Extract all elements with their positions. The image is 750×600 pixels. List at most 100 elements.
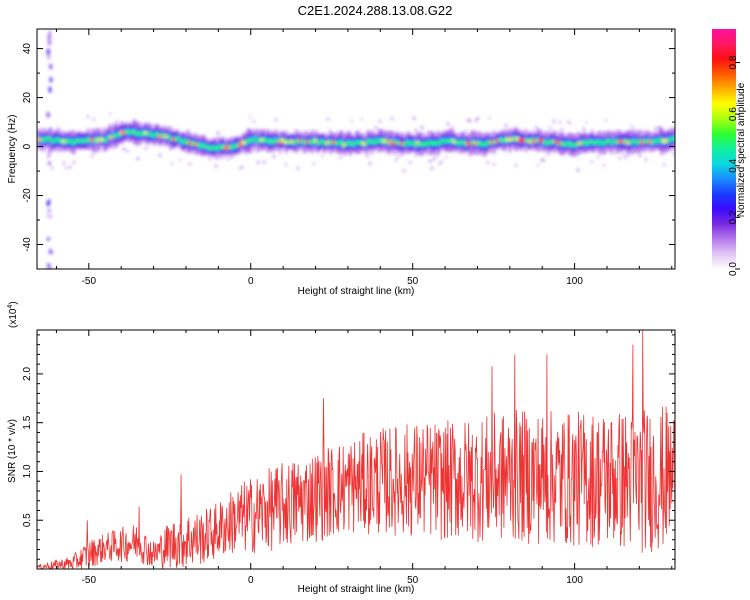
spectrogram-speckle: [47, 237, 50, 241]
snr-multiplier-base: (x10: [8, 308, 19, 328]
spectrogram-speckle: [321, 155, 323, 158]
spectrogram-speckle: [67, 149, 69, 152]
spectrogram-speckle: [46, 214, 50, 218]
spectrogram-speckle: [629, 130, 631, 133]
spectrogram-speckle: [48, 132, 51, 137]
spectrogram-cell: [209, 147, 212, 150]
spectrogram-cell: [427, 141, 430, 145]
spectrogram-cell: [269, 140, 272, 143]
spectrogram-cell: [503, 139, 506, 142]
spectrogram-cell: [567, 142, 570, 145]
spectrogram-speckle: [275, 118, 277, 121]
colorbar-tick-label: 0.6: [728, 107, 739, 121]
spectrogram-cell: [113, 133, 116, 137]
spectrogram-x-label: Height of straight line (km): [298, 286, 415, 297]
spectrogram-cell: [85, 139, 88, 143]
spectrogram-cell: [59, 139, 62, 143]
spectrogram-cell: [431, 141, 434, 145]
spectrogram-cell: [271, 140, 274, 144]
spectrogram-speckle: [127, 150, 129, 153]
spectrogram-cell: [55, 138, 58, 141]
spectrogram-cell: [323, 141, 326, 145]
spectrogram-cell: [437, 141, 440, 145]
spectrogram-cell: [357, 141, 360, 144]
spectrogram-speckle: [403, 169, 405, 172]
spectrogram-speckle: [435, 154, 437, 157]
spectrogram-speckle: [47, 199, 51, 203]
colorbar-gradient: [712, 29, 736, 269]
spectrogram-cell: [129, 131, 132, 134]
spectrogram-cell: [365, 142, 368, 146]
spectrogram-cell: [605, 141, 608, 144]
spectrogram-y-axis: 40 20 0 -20 -40: [22, 43, 675, 270]
spectrogram-cell: [115, 134, 118, 138]
spectrogram-cell: [633, 139, 636, 142]
spectrogram-heatmap: [37, 30, 675, 269]
spectrogram-speckle: [415, 129, 417, 132]
spectrogram-cell: [151, 134, 154, 137]
spectrogram-cell: [631, 141, 634, 145]
spectrogram-cell: [41, 138, 44, 142]
spectrogram-speckle: [591, 160, 593, 163]
spectrogram-speckle: [49, 128, 52, 131]
spectrogram-cell: [499, 138, 502, 141]
spectrogram-cell: [379, 139, 382, 142]
x-tick-label: 50: [407, 575, 419, 586]
spectrogram-cell: [373, 140, 376, 143]
spectrogram-speckle: [95, 127, 97, 130]
spectrogram-cell: [589, 140, 592, 143]
spectrogram-speckle: [605, 119, 607, 122]
spectrogram-cell: [423, 143, 426, 146]
spectrogram-cell: [397, 141, 400, 145]
spectrogram-speckle: [245, 153, 247, 156]
spectrogram-speckle: [451, 126, 453, 129]
spectrogram-cell: [545, 140, 548, 143]
spectrogram-cell: [651, 140, 654, 144]
spectrogram-speckle: [663, 163, 665, 166]
spectrogram-speckle: [267, 131, 269, 134]
spectrogram-cell: [481, 143, 484, 146]
spectrogram-speckle: [541, 159, 543, 162]
spectrogram-speckle: [431, 167, 433, 170]
x-tick-label: -50: [82, 575, 97, 586]
spectrogram-speckle: [46, 112, 50, 118]
spectrogram-speckle: [375, 126, 377, 129]
spectrogram-cell: [295, 139, 298, 143]
spectrogram-speckle: [123, 148, 125, 151]
spectrogram-cell: [569, 142, 572, 146]
x-tick-label: 0: [248, 276, 254, 287]
spectrogram-speckle: [209, 157, 211, 160]
spectrogram-cell: [425, 142, 428, 146]
spectrogram-speckle: [397, 155, 399, 158]
snr-x-axis: -50 0 50 100: [55, 330, 673, 586]
spectrogram-cell: [447, 139, 450, 143]
spectrogram-cell: [667, 139, 670, 143]
spectrogram-cell: [585, 141, 588, 144]
spectrogram-cell: [169, 136, 172, 140]
spectrogram-cell: [81, 139, 84, 143]
spectrogram-cell: [245, 141, 248, 144]
spectrogram-cell: [267, 139, 270, 143]
spectrogram-cell: [139, 132, 142, 136]
spectrogram-cell: [637, 140, 640, 144]
spectrogram-cell: [105, 139, 108, 142]
spectrogram-speckle: [93, 118, 95, 121]
spectrogram-cell: [395, 140, 398, 143]
spectrogram-speckle: [157, 124, 159, 127]
spectrogram-speckle: [241, 166, 243, 169]
spectrogram-speckle: [505, 124, 507, 127]
y-tick-label: -20: [22, 188, 33, 203]
spectrogram-speckle: [465, 130, 467, 133]
spectrogram-cell: [485, 142, 488, 146]
colorbar-tick-label: 0.4: [728, 158, 739, 172]
spectrogram-cell: [493, 141, 496, 144]
spectrogram-cell: [319, 141, 322, 144]
spectrogram-cell: [599, 141, 602, 145]
spectrogram-speckle: [69, 166, 71, 169]
spectrogram-speckle: [201, 135, 203, 138]
spectrogram-speckle: [367, 155, 369, 158]
spectrogram-speckle: [583, 128, 585, 131]
spectrogram-cell: [83, 139, 86, 142]
spectrogram-speckle: [249, 116, 251, 119]
